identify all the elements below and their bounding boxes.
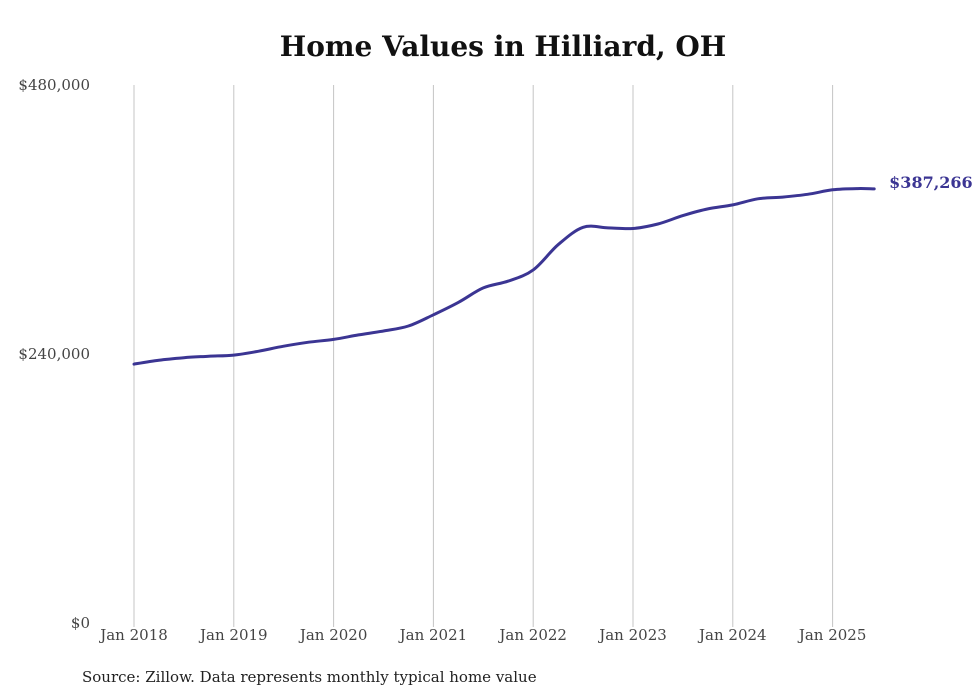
x-tick-label: Jan 2021 bbox=[398, 626, 468, 644]
source-note: Source: Zillow. Data represents monthly … bbox=[82, 668, 537, 686]
y-axis-ticks: $0 $240,000 $480,000 bbox=[18, 76, 90, 632]
series-layer: $387,266 bbox=[132, 173, 973, 366]
y-tick-label: $240,000 bbox=[18, 345, 90, 363]
x-tick-label: Jan 2020 bbox=[298, 626, 368, 644]
y-tick-label: $480,000 bbox=[18, 76, 90, 94]
chart-title: Home Values in Hilliard, OH bbox=[279, 30, 727, 63]
series-line bbox=[132, 187, 876, 366]
y-tick-label: $0 bbox=[71, 614, 90, 632]
x-tick-label: Jan 2019 bbox=[198, 626, 268, 644]
x-tick-label: Jan 2018 bbox=[98, 626, 168, 644]
x-tick-label: Jan 2024 bbox=[697, 626, 767, 644]
x-tick-label: Jan 2023 bbox=[597, 626, 667, 644]
x-tick-label: Jan 2025 bbox=[797, 626, 867, 644]
x-tick-label: Jan 2022 bbox=[497, 626, 567, 644]
end-value-label: $387,266 bbox=[889, 173, 973, 192]
x-axis-ticks: Jan 2018 Jan 2019 Jan 2020 Jan 2021 Jan 2022… bbox=[98, 626, 866, 644]
